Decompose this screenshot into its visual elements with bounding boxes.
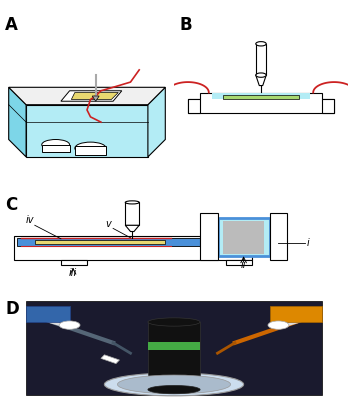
Ellipse shape: [75, 142, 106, 154]
Polygon shape: [218, 218, 270, 256]
Polygon shape: [256, 75, 266, 86]
Bar: [26, 306, 70, 322]
Text: D: D: [5, 300, 19, 318]
Polygon shape: [223, 221, 264, 254]
Polygon shape: [188, 92, 334, 114]
Polygon shape: [9, 87, 165, 105]
Text: iv: iv: [25, 215, 34, 225]
Bar: [148, 322, 200, 390]
Ellipse shape: [125, 201, 139, 204]
Ellipse shape: [118, 375, 231, 394]
Bar: [148, 342, 200, 346]
Bar: [42, 145, 70, 152]
Bar: [125, 202, 139, 225]
Polygon shape: [14, 232, 252, 260]
Text: A: A: [5, 16, 18, 34]
Bar: [270, 306, 322, 322]
Ellipse shape: [256, 73, 266, 77]
Polygon shape: [223, 95, 299, 100]
Polygon shape: [212, 93, 310, 100]
Polygon shape: [125, 225, 139, 232]
Bar: [270, 213, 287, 260]
Ellipse shape: [256, 42, 266, 46]
Bar: [75, 146, 106, 155]
Bar: [148, 346, 200, 350]
Ellipse shape: [42, 140, 70, 150]
Bar: [26, 301, 322, 395]
Bar: [256, 44, 266, 75]
Bar: [101, 355, 119, 364]
Text: ii: ii: [241, 260, 246, 270]
Bar: [200, 213, 218, 260]
Ellipse shape: [104, 373, 244, 396]
Polygon shape: [92, 96, 99, 101]
Ellipse shape: [148, 386, 200, 394]
Text: i: i: [306, 238, 309, 248]
Ellipse shape: [59, 321, 80, 329]
Polygon shape: [61, 91, 122, 101]
Ellipse shape: [148, 318, 200, 326]
Bar: [61, 260, 87, 265]
Bar: [188, 100, 200, 114]
Polygon shape: [26, 105, 148, 157]
Polygon shape: [17, 238, 212, 246]
Polygon shape: [9, 87, 26, 157]
Text: v: v: [105, 219, 111, 229]
Polygon shape: [148, 87, 165, 157]
Text: C: C: [5, 196, 17, 214]
Bar: [226, 260, 252, 265]
Text: B: B: [179, 16, 192, 34]
Ellipse shape: [268, 321, 289, 329]
Text: iii: iii: [69, 268, 77, 278]
Bar: [322, 100, 334, 114]
Polygon shape: [71, 92, 118, 100]
Polygon shape: [35, 240, 165, 244]
